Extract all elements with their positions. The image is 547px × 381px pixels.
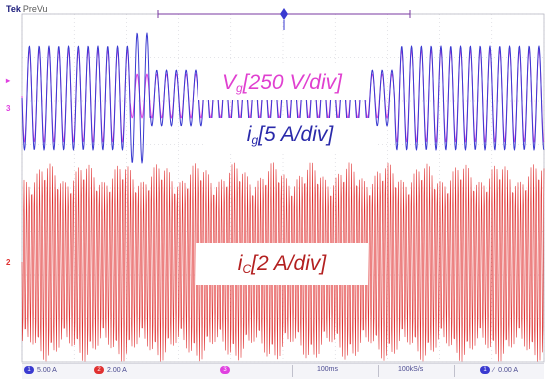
grid-current-subscript: g [251, 133, 259, 147]
scope-brand: Tek PreVu [6, 4, 48, 14]
ch2-readout[interactable]: 2 2.00 A [94, 366, 127, 374]
capacitor-current-wave [21, 162, 545, 362]
ch1-scale: 5.00 A [37, 366, 57, 374]
ch3-readout[interactable]: 3 [220, 366, 233, 374]
voltage-label: Vg[250 V/div] [198, 66, 366, 100]
capacitor-current-trace [21, 162, 545, 362]
ch2-scale: 2.00 A [107, 366, 127, 374]
brand-name: Tek [6, 4, 21, 14]
ch3-marker[interactable]: 3 [6, 104, 11, 113]
trigger-level: 0.00 A [498, 366, 519, 374]
timebase-readout[interactable]: 100ms [317, 366, 339, 373]
grid-current-label: ig[5 A/div] [205, 118, 375, 152]
divider [454, 365, 455, 377]
trigger-slope-icon: ∕ [493, 366, 495, 374]
run-mode: PreVu [22, 4, 48, 14]
trigger-position-icon [280, 8, 288, 20]
sample-rate-readout[interactable]: 100kS/s [398, 366, 424, 373]
status-bar: 1 5.00 A 2 2.00 A 3 100ms 100kS/s 1 ∕ 0.00 A [22, 363, 544, 379]
voltage-subscript: g [236, 81, 243, 95]
trigger-readout[interactable]: 1 ∕ 0.00 A [480, 366, 518, 374]
capacitor-current-subscript: C [242, 262, 252, 276]
ch1-chip: 1 [24, 366, 34, 374]
capacitor-current-label: iC[2 A/div] [196, 243, 368, 285]
voltage-scale: [250 V/div] [242, 71, 342, 94]
ch1-readout[interactable]: 1 5.00 A [24, 366, 57, 374]
trigger-position-bar[interactable] [157, 8, 411, 30]
grid-current-symbol: i [246, 123, 252, 146]
ch3-chip: 3 [220, 366, 230, 374]
voltage-symbol: V [222, 71, 237, 94]
ch-voltage-marker[interactable]: ▸ [6, 76, 11, 85]
capacitor-current-scale: [2 A/div] [251, 252, 327, 275]
ch2-chip: 2 [94, 366, 104, 374]
divider [292, 365, 293, 377]
capacitor-current-symbol: i [237, 252, 243, 275]
divider [378, 365, 379, 377]
ch2-marker[interactable]: 2 [6, 258, 11, 267]
trigger-source-chip: 1 [480, 366, 490, 374]
grid-current-scale: [5 A/div] [258, 123, 334, 146]
